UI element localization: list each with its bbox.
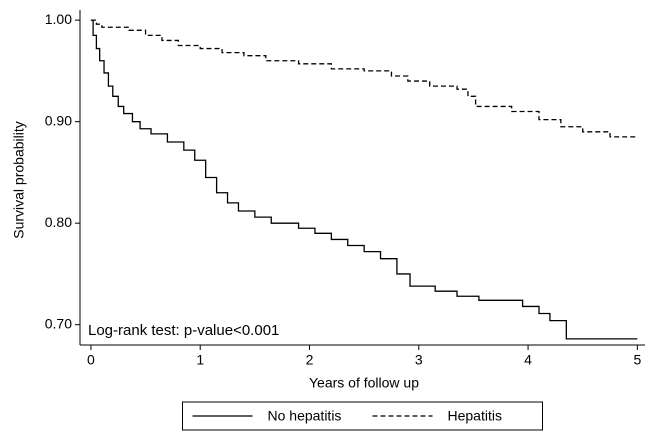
x-tick-label: 5: [633, 352, 641, 368]
x-tick-label: 0: [87, 352, 95, 368]
y-tick-label: 0.80: [45, 214, 72, 230]
survival-curve: [90, 19, 638, 340]
survival-curve: [90, 19, 638, 138]
y-tick-label: 0.70: [45, 315, 72, 331]
x-tick-label: 3: [415, 352, 423, 368]
x-tick-label: 2: [306, 352, 314, 368]
y-tick-label: 0.90: [45, 112, 72, 128]
annotation: Log-rank test: p-value<0.001: [88, 322, 279, 339]
x-tick-label: 1: [196, 352, 204, 368]
y-tick-label: 1.00: [45, 11, 72, 27]
legend-label: Hepatitis: [448, 408, 502, 424]
x-axis-label: Years of follow up: [309, 375, 419, 391]
y-axis-label: Survival probability: [11, 121, 27, 239]
x-tick-label: 4: [524, 352, 532, 368]
legend-label: No hepatitis: [268, 408, 342, 424]
